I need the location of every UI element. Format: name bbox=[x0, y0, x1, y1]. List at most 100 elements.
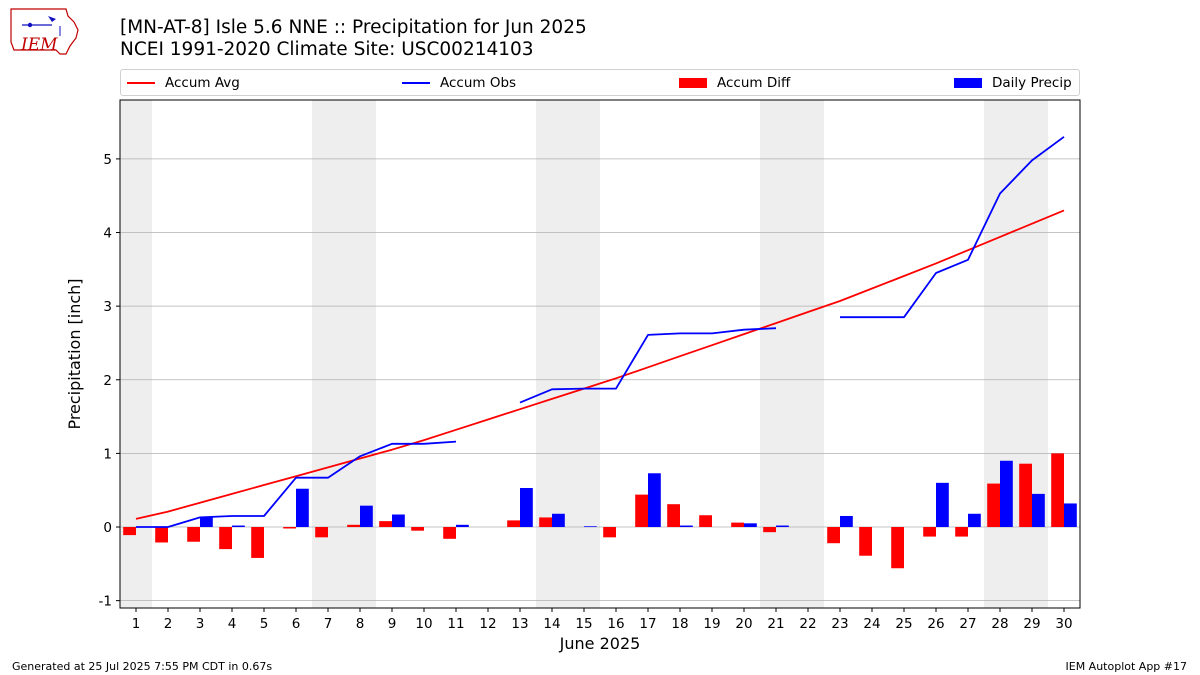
daily-precip-bar bbox=[456, 524, 469, 528]
weekend-shade bbox=[344, 100, 376, 608]
daily-precip-bar bbox=[520, 487, 533, 528]
daily-precip-bar bbox=[552, 513, 565, 528]
x-tick-label: 14 bbox=[543, 616, 560, 632]
accum-diff-bar bbox=[219, 527, 232, 550]
accum-diff-bar bbox=[347, 524, 360, 528]
weekend-shade bbox=[312, 100, 344, 608]
x-tick-label: 6 bbox=[292, 616, 301, 632]
x-tick-label: 30 bbox=[1055, 616, 1072, 632]
x-tick-label: 3 bbox=[196, 616, 205, 632]
accum-obs-line bbox=[136, 440, 457, 528]
legend-label-accum-obs: Accum Obs bbox=[440, 74, 517, 91]
legend-item-daily-precip: Daily Precip bbox=[954, 70, 1072, 95]
accum-diff-bar bbox=[379, 521, 392, 528]
accum-diff-bar bbox=[283, 527, 296, 529]
daily-precip-bar bbox=[1032, 493, 1045, 528]
legend-swatch-accum-obs bbox=[402, 81, 430, 84]
daily-precip-bar bbox=[744, 523, 757, 528]
accum-obs-line bbox=[840, 136, 1065, 319]
daily-precip-bar bbox=[936, 482, 949, 528]
weekend-shade bbox=[536, 100, 568, 608]
daily-precip-bar bbox=[392, 514, 405, 528]
daily-precip-bar bbox=[584, 526, 597, 528]
y-tick-label: -1 bbox=[99, 594, 112, 610]
accum-diff-bar bbox=[155, 527, 168, 543]
daily-precip-bar bbox=[680, 525, 693, 528]
accum-diff-bar bbox=[251, 527, 264, 558]
accum-diff-bar bbox=[507, 520, 520, 528]
footer-generated: Generated at 25 Jul 2025 7:55 PM CDT in … bbox=[12, 660, 273, 673]
x-tick-label: 23 bbox=[831, 616, 848, 632]
accum-diff-bar bbox=[955, 527, 968, 537]
legend-swatch-daily-precip bbox=[954, 77, 982, 88]
accum-diff-bar bbox=[187, 527, 200, 542]
accum-diff-bar bbox=[859, 527, 872, 556]
x-axis-label: June 2025 bbox=[559, 634, 641, 653]
legend-swatch-accum-diff bbox=[679, 77, 707, 88]
x-tick-label: 25 bbox=[895, 616, 912, 632]
daily-precip-bar bbox=[648, 473, 661, 528]
x-tick-label: 13 bbox=[511, 616, 528, 632]
plot-frame bbox=[119, 99, 1081, 609]
x-tick-label: 1 bbox=[132, 616, 141, 632]
x-tick-label: 8 bbox=[356, 616, 365, 632]
x-tick-label: 10 bbox=[415, 616, 432, 632]
x-tick-label: 18 bbox=[671, 616, 688, 632]
daily-precip-bar bbox=[968, 513, 981, 528]
x-tick-label: 12 bbox=[479, 616, 496, 632]
x-tick-label: 9 bbox=[388, 616, 397, 632]
x-tick-label: 29 bbox=[1023, 616, 1040, 632]
y-axis-label: Precipitation [inch] bbox=[65, 278, 84, 429]
y-tick-label: 2 bbox=[103, 373, 112, 389]
iem-logo-graphic: IEM bbox=[10, 8, 79, 55]
accum-diff-bar bbox=[987, 483, 1000, 528]
accum-diff-bar bbox=[667, 504, 680, 528]
legend-label-accum-diff: Accum Diff bbox=[717, 74, 791, 91]
y-tick-label: 1 bbox=[103, 446, 112, 462]
legend-item-accum-avg: Accum Avg bbox=[127, 70, 240, 95]
y-tick-label: 3 bbox=[103, 299, 112, 315]
daily-precip-bar bbox=[200, 517, 213, 528]
accum-diff-bar bbox=[699, 515, 712, 528]
legend-item-accum-obs: Accum Obs bbox=[402, 70, 516, 95]
x-tick-label: 7 bbox=[324, 616, 333, 632]
y-tick-label: 0 bbox=[103, 520, 112, 536]
accum-diff-bar bbox=[827, 527, 840, 544]
accum-obs-line bbox=[519, 327, 777, 404]
x-tick-label: 19 bbox=[703, 616, 720, 632]
y-tick-label: 5 bbox=[103, 152, 112, 168]
x-tick-label: 2 bbox=[164, 616, 173, 632]
legend-label-accum-avg: Accum Avg bbox=[165, 74, 240, 91]
accum-diff-bar bbox=[123, 527, 136, 536]
footer-app: IEM Autoplot App #17 bbox=[1065, 660, 1188, 673]
accum-diff-bar bbox=[1019, 463, 1032, 528]
daily-precip-bar bbox=[776, 525, 789, 528]
x-tick-label: 20 bbox=[735, 616, 752, 632]
daily-precip-bar bbox=[840, 515, 853, 528]
accum-diff-bar bbox=[603, 527, 616, 538]
weekend-shade bbox=[792, 100, 824, 608]
accum-diff-bar bbox=[443, 527, 456, 539]
daily-precip-bar bbox=[232, 525, 245, 528]
iem-logo: IEM bbox=[8, 6, 80, 58]
weekend-shade bbox=[984, 100, 1016, 608]
daily-precip-bar bbox=[1064, 503, 1077, 528]
legend-item-accum-diff: Accum Diff bbox=[679, 70, 790, 95]
accum-diff-bar bbox=[411, 527, 424, 531]
accum-diff-bar bbox=[539, 517, 552, 528]
x-tick-label: 11 bbox=[447, 616, 464, 632]
daily-precip-bar bbox=[360, 505, 373, 528]
x-tick-label: 21 bbox=[767, 616, 784, 632]
accum-diff-bar bbox=[763, 527, 776, 533]
x-tick-label: 4 bbox=[228, 616, 237, 632]
x-tick-label: 5 bbox=[260, 616, 269, 632]
x-tick-label: 22 bbox=[799, 616, 816, 632]
legend-label-daily-precip: Daily Precip bbox=[992, 74, 1072, 91]
daily-precip-bar bbox=[1000, 460, 1013, 528]
x-tick-label: 16 bbox=[607, 616, 624, 632]
x-tick-label: 28 bbox=[991, 616, 1008, 632]
chart-title-line1: [MN-AT-8] Isle 5.6 NNE :: Precipitation … bbox=[120, 17, 587, 38]
x-tick-label: 24 bbox=[863, 616, 880, 632]
svg-text:IEM: IEM bbox=[20, 35, 58, 55]
